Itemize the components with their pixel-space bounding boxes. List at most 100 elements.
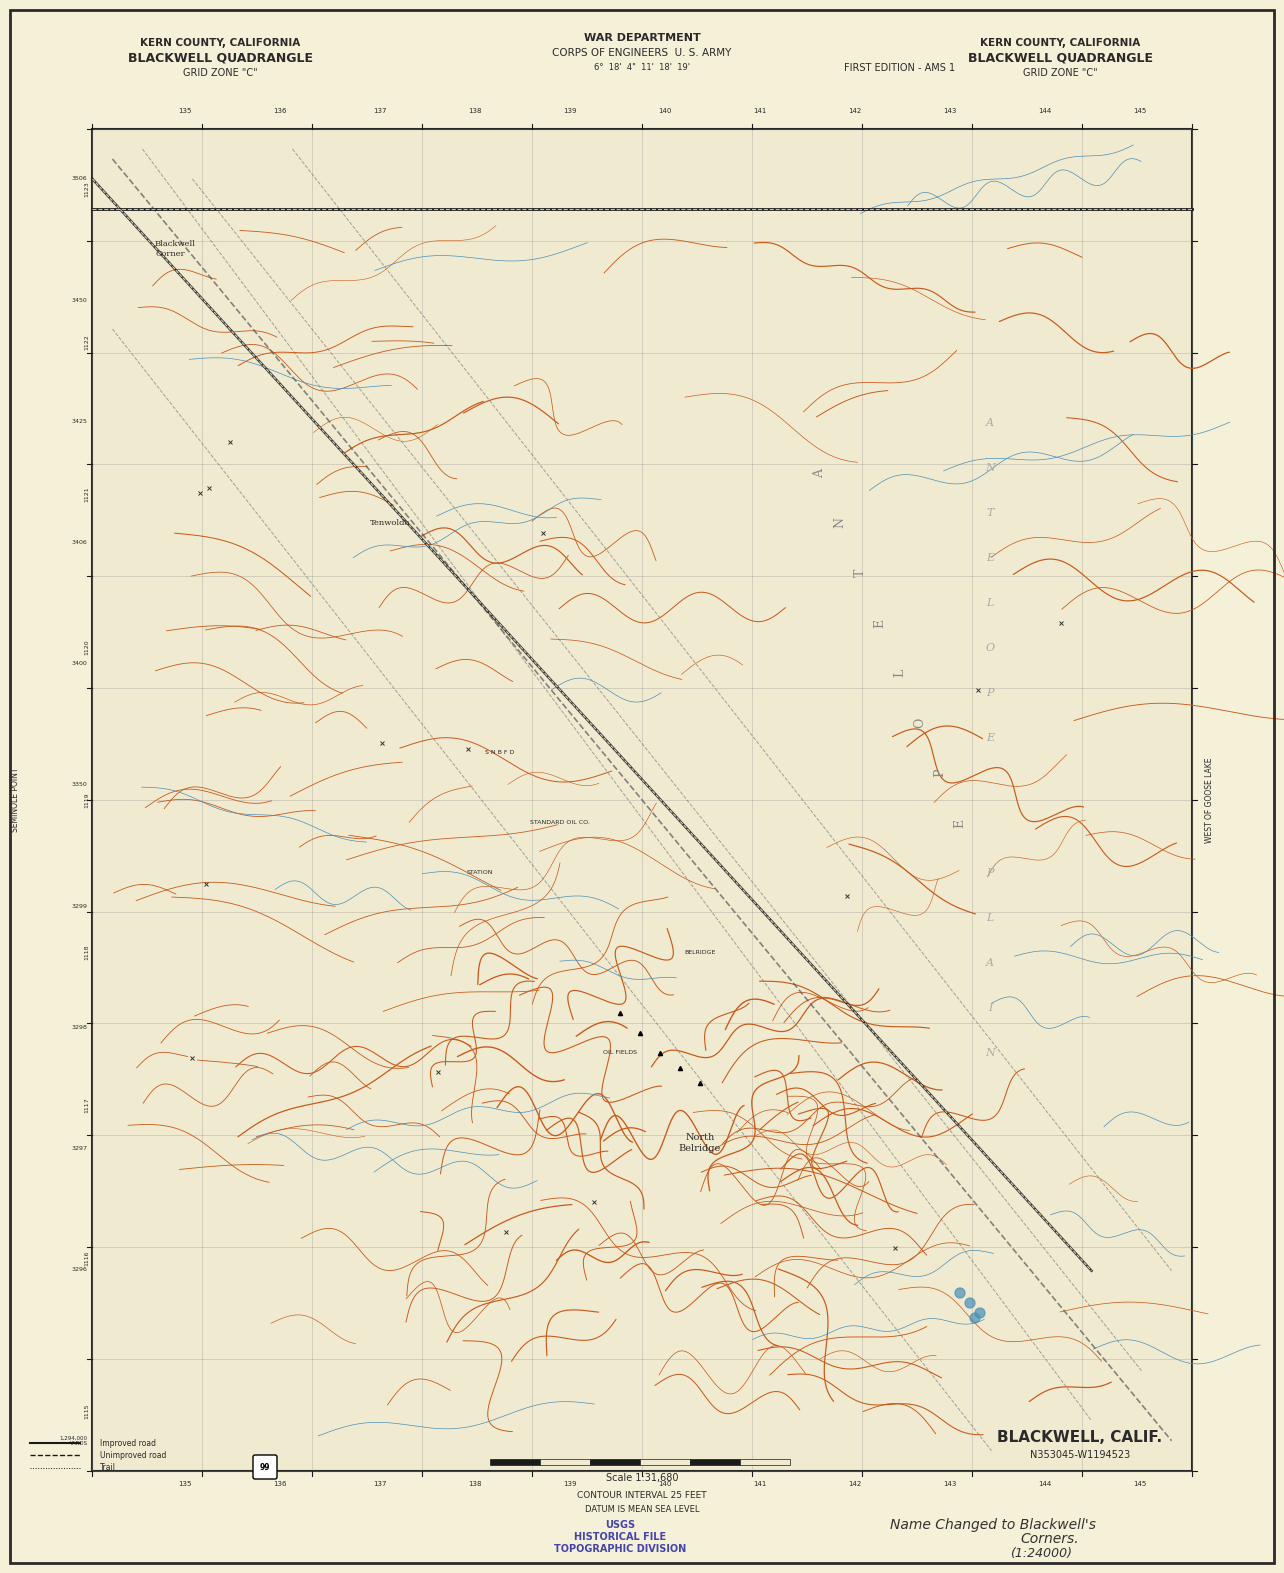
Text: N: N <box>985 462 995 473</box>
Text: 3400: 3400 <box>72 661 87 667</box>
Text: Corners.: Corners. <box>1019 1532 1079 1546</box>
Circle shape <box>966 1298 975 1309</box>
Text: WEST OF GOOSE LAKE: WEST OF GOOSE LAKE <box>1206 757 1215 843</box>
Text: 135: 135 <box>178 1480 191 1486</box>
Text: 3406: 3406 <box>72 540 87 544</box>
Text: 137: 137 <box>374 1480 386 1486</box>
Text: TOPOGRAPHIC DIVISION: TOPOGRAPHIC DIVISION <box>553 1545 686 1554</box>
Text: 143: 143 <box>944 1480 957 1486</box>
Text: N353045-W1194523: N353045-W1194523 <box>1030 1450 1130 1460</box>
Text: BLACKWELL QUADRANGLE: BLACKWELL QUADRANGLE <box>127 52 312 64</box>
Text: A: A <box>986 418 994 428</box>
Text: CORPS OF ENGINEERS  U. S. ARMY: CORPS OF ENGINEERS U. S. ARMY <box>552 49 732 58</box>
Bar <box>92 129 1192 1471</box>
Text: L: L <box>986 598 994 609</box>
Text: BLACKWELL, CALIF.: BLACKWELL, CALIF. <box>998 1430 1162 1446</box>
Text: BLACKWELL QUADRANGLE: BLACKWELL QUADRANGLE <box>968 52 1153 64</box>
Text: 3425: 3425 <box>72 418 87 423</box>
Text: A: A <box>986 958 994 967</box>
Text: 135: 135 <box>178 109 191 113</box>
Bar <box>490 1460 541 1464</box>
Text: 1119: 1119 <box>85 793 90 807</box>
Text: KERN COUNTY, CALIFORNIA: KERN COUNTY, CALIFORNIA <box>140 38 300 49</box>
Text: T: T <box>986 508 994 518</box>
Text: OIL FIELDS: OIL FIELDS <box>603 1051 637 1055</box>
Text: 142: 142 <box>849 1480 862 1486</box>
Text: P: P <box>933 769 946 777</box>
Text: GRID ZONE "C": GRID ZONE "C" <box>182 68 257 79</box>
Bar <box>541 1460 591 1464</box>
Text: 138: 138 <box>469 1480 482 1486</box>
Text: 136: 136 <box>273 109 286 113</box>
Text: 137: 137 <box>374 109 386 113</box>
Bar <box>690 1460 740 1464</box>
Text: 3296: 3296 <box>72 1268 87 1273</box>
Text: 1120: 1120 <box>85 639 90 654</box>
Text: P: P <box>986 868 994 878</box>
Text: FIRST EDITION - AMS 1: FIRST EDITION - AMS 1 <box>845 63 955 72</box>
FancyBboxPatch shape <box>253 1455 277 1479</box>
Text: A: A <box>814 469 827 478</box>
Text: Tenwolde: Tenwolde <box>370 519 410 527</box>
Text: 3506: 3506 <box>72 176 87 181</box>
Text: BELRIDGE: BELRIDGE <box>684 950 715 955</box>
Text: 3450: 3450 <box>72 297 87 302</box>
Text: 3298: 3298 <box>72 1024 87 1030</box>
Text: (1:24000): (1:24000) <box>1011 1546 1072 1559</box>
Text: N: N <box>985 1048 995 1059</box>
Text: 1123: 1123 <box>85 181 90 197</box>
Text: USGS: USGS <box>605 1520 636 1531</box>
Text: 143: 143 <box>944 109 957 113</box>
Bar <box>639 1460 690 1464</box>
Text: 145: 145 <box>1134 1480 1147 1486</box>
Text: Scale 1:31,680: Scale 1:31,680 <box>606 1472 678 1483</box>
Text: 1121: 1121 <box>85 486 90 502</box>
Text: N: N <box>833 518 846 529</box>
Text: E: E <box>954 818 967 827</box>
Text: KERN COUNTY, CALIFORNIA: KERN COUNTY, CALIFORNIA <box>980 38 1140 49</box>
Text: E: E <box>986 554 994 563</box>
Text: 140: 140 <box>659 109 672 113</box>
Text: 141: 141 <box>754 109 767 113</box>
Text: 1122: 1122 <box>85 333 90 349</box>
Text: Blackwell
Corner: Blackwell Corner <box>155 241 196 258</box>
Text: 136: 136 <box>273 1480 286 1486</box>
Text: STATION: STATION <box>467 870 493 876</box>
Text: E: E <box>873 618 886 628</box>
Text: 1118: 1118 <box>85 945 90 961</box>
Circle shape <box>969 1313 980 1323</box>
Text: STANDARD OIL CO.: STANDARD OIL CO. <box>530 821 589 826</box>
Text: O: O <box>985 643 995 653</box>
Text: SEMINOLE POINT: SEMINOLE POINT <box>10 768 19 832</box>
Text: HISTORICAL FILE: HISTORICAL FILE <box>574 1532 666 1542</box>
Text: Unimproved road: Unimproved road <box>100 1450 167 1460</box>
Circle shape <box>955 1288 966 1298</box>
Text: Trail: Trail <box>100 1463 116 1472</box>
Text: 139: 139 <box>564 1480 577 1486</box>
Text: 142: 142 <box>849 109 862 113</box>
Text: 1117: 1117 <box>85 1098 90 1114</box>
Text: 139: 139 <box>564 109 577 113</box>
Text: T: T <box>854 569 867 577</box>
Text: L: L <box>986 912 994 923</box>
Text: 3297: 3297 <box>72 1145 87 1151</box>
Bar <box>740 1460 790 1464</box>
Text: 141: 141 <box>754 1480 767 1486</box>
Text: O: O <box>913 717 927 728</box>
Text: 138: 138 <box>469 109 482 113</box>
Text: 144: 144 <box>1039 109 1052 113</box>
Text: Name Changed to Blackwell's: Name Changed to Blackwell's <box>890 1518 1097 1532</box>
Text: 6°  18'  4"  11'  18'  19': 6° 18' 4" 11' 18' 19' <box>594 63 690 72</box>
Text: E: E <box>986 733 994 742</box>
Text: DATUM IS MEAN SEA LEVEL: DATUM IS MEAN SEA LEVEL <box>584 1505 700 1515</box>
Text: GRID ZONE "C": GRID ZONE "C" <box>1022 68 1098 79</box>
Circle shape <box>975 1309 985 1318</box>
Text: 99: 99 <box>259 1463 270 1471</box>
Bar <box>591 1460 639 1464</box>
Text: 3350: 3350 <box>72 782 87 788</box>
Text: North
Belridge: North Belridge <box>679 1133 722 1153</box>
Text: CONTOUR INTERVAL 25 FEET: CONTOUR INTERVAL 25 FEET <box>578 1491 706 1499</box>
Text: WAR DEPARTMENT: WAR DEPARTMENT <box>584 33 700 42</box>
Text: 144: 144 <box>1039 1480 1052 1486</box>
Text: Improved road: Improved road <box>100 1438 155 1447</box>
